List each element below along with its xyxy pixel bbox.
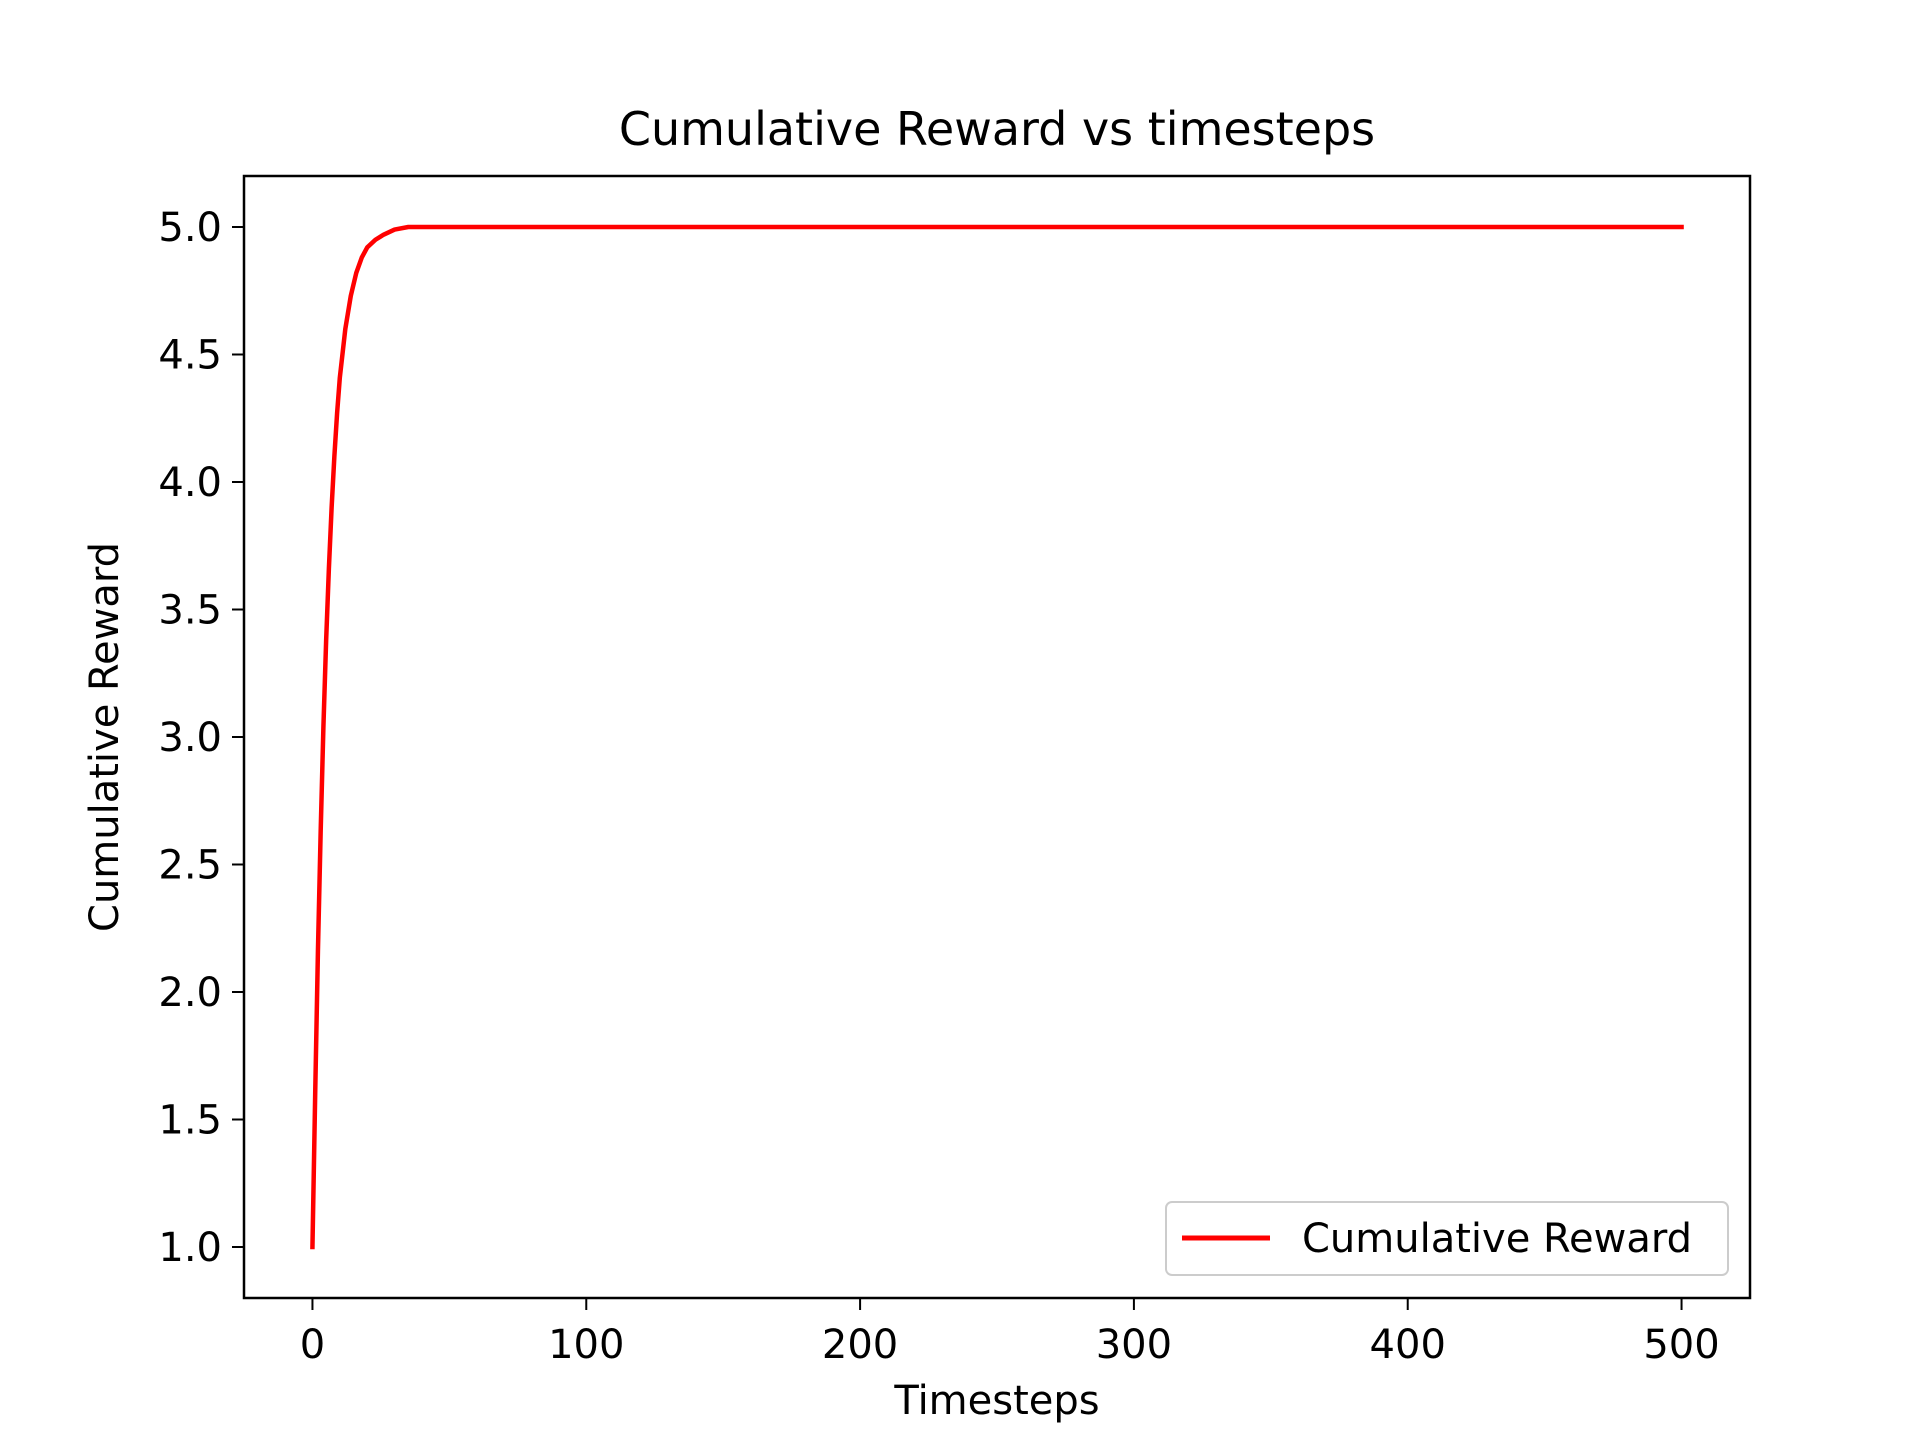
series-line-0 <box>310 224 1684 1250</box>
y-tick-label: 4.5 <box>158 333 222 379</box>
x-axis-label: Timesteps <box>893 1378 1099 1424</box>
y-axis-label: Cumulative Reward <box>82 542 128 932</box>
chart-title: Cumulative Reward vs timesteps <box>619 102 1375 156</box>
y-tick-label: 1.0 <box>158 1225 222 1271</box>
y-tick-label: 3.5 <box>158 588 222 634</box>
y-tick-label: 4.0 <box>158 460 222 506</box>
x-tick-label: 0 <box>300 1322 325 1368</box>
legend-label: Cumulative Reward <box>1302 1216 1692 1262</box>
legend-box <box>1165 1201 1729 1276</box>
y-tick-label: 5.0 <box>158 205 222 251</box>
x-tick-label: 400 <box>1370 1322 1446 1368</box>
y-tick-label: 1.5 <box>158 1098 222 1144</box>
legend: Cumulative Reward <box>1165 1201 1729 1276</box>
y-tick-label: 2.5 <box>158 843 222 889</box>
x-tick-label: 500 <box>1643 1322 1719 1368</box>
x-tick-label: 300 <box>1096 1322 1172 1368</box>
plot-area-frame <box>242 174 1752 1300</box>
x-tick-label: 200 <box>822 1322 898 1368</box>
y-tick-label: 2.0 <box>158 970 222 1016</box>
y-tick-label: 3.0 <box>158 715 222 761</box>
x-tick-label: 100 <box>548 1322 624 1368</box>
